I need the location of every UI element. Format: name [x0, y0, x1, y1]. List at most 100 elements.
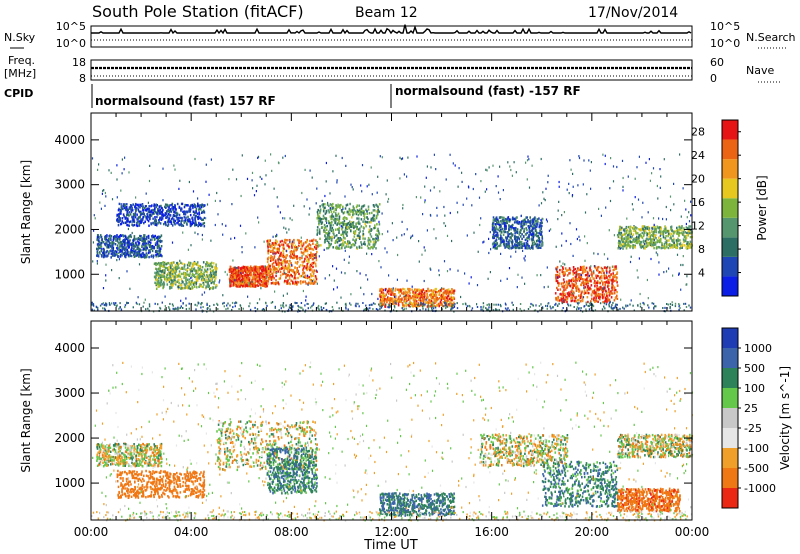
echo-cell [613, 279, 616, 283]
echo-cell [183, 272, 186, 276]
echo-cell [305, 246, 308, 249]
echo-cell [539, 229, 541, 233]
echo-cell [596, 267, 599, 271]
echo-cell [178, 281, 180, 285]
echo-cell [541, 218, 544, 221]
echo-cell [441, 304, 444, 308]
echo-cell [585, 283, 588, 286]
echo-cell [121, 207, 124, 210]
echo-cell [358, 209, 360, 213]
echo-cell [299, 264, 302, 267]
echo-cell [259, 267, 262, 270]
echo-cell [583, 289, 586, 293]
echo-cell [495, 219, 498, 223]
echo-cell [155, 267, 157, 270]
echo-cell [98, 246, 100, 250]
echo-cell [131, 218, 134, 221]
echo-cell [578, 290, 580, 293]
echo-cell [562, 266, 564, 269]
echo-cell [536, 220, 539, 223]
echo-cell [252, 275, 255, 278]
echo-cell [354, 239, 356, 243]
echo-cell [363, 214, 365, 217]
echo-cell [127, 219, 129, 222]
echo-cell [561, 269, 564, 272]
echo-cell [293, 250, 295, 253]
echo-cell [161, 254, 163, 258]
echo-cell [339, 243, 341, 247]
echo-cell [121, 251, 124, 254]
echo-cell [575, 295, 578, 299]
echo-cell [360, 210, 362, 213]
echo-cell [234, 268, 236, 271]
echo-cell [166, 266, 169, 270]
echo-cell [617, 242, 620, 245]
echo-cell [305, 265, 308, 268]
echo-cell [616, 290, 618, 294]
echo-cell [110, 242, 112, 245]
echo-cell [230, 280, 233, 283]
echo-cell [161, 213, 163, 217]
echo-cell [341, 244, 343, 248]
echo-cell [180, 222, 182, 226]
echo-cell [117, 235, 119, 239]
echo-cell [145, 242, 148, 246]
echo-cell [264, 272, 267, 275]
echo-cell [273, 270, 275, 274]
echo-cell [110, 252, 113, 255]
echo-cell [278, 277, 281, 281]
echo-cell [174, 273, 177, 276]
echo-cell [193, 260, 196, 264]
echo-cell [166, 268, 169, 271]
echo-cell [200, 273, 203, 276]
echo-cell [185, 277, 187, 280]
echo-cell [313, 269, 315, 272]
echo-cell [187, 286, 190, 290]
echo-cell [185, 286, 188, 289]
echo-cell [230, 275, 233, 279]
echo-cell [378, 223, 381, 226]
echo-cell [167, 224, 169, 227]
echo-cell [126, 248, 129, 252]
echo-cell [364, 243, 366, 246]
echo-cell [357, 236, 360, 239]
echo-cell [433, 294, 435, 297]
echo-cell [279, 277, 282, 280]
echo-cell [106, 244, 109, 247]
echo-cell [342, 223, 345, 226]
echo-cell [116, 218, 118, 222]
echo-cell [517, 222, 520, 225]
echo-cell [153, 246, 155, 249]
echo-cell [123, 215, 125, 218]
echo-cell [534, 242, 536, 245]
echo-cell [180, 261, 182, 265]
echo-cell [141, 252, 144, 255]
echo-cell [304, 257, 306, 261]
echo-cell [265, 285, 267, 288]
echo-cell [201, 218, 203, 221]
echo-cell [181, 216, 183, 220]
echo-cell [192, 262, 194, 265]
echo-cell [120, 207, 123, 210]
echo-cell [535, 240, 538, 243]
echo-cell [99, 245, 101, 248]
echo-cell [291, 244, 293, 248]
echo-cell [558, 275, 561, 278]
echo-cell [278, 256, 280, 259]
echo-cell [507, 233, 509, 236]
echo-cell [205, 275, 207, 278]
echo-cell [119, 255, 122, 258]
echo-cell [612, 272, 614, 275]
echo-cell [354, 209, 357, 213]
echo-cell [194, 217, 196, 220]
echo-cell [508, 218, 511, 221]
echo-cell [334, 235, 336, 238]
echo-cell [198, 206, 201, 209]
echo-cell [572, 286, 574, 290]
echo-cell [199, 274, 202, 278]
echo-cell [290, 273, 292, 277]
echo-cell [248, 277, 251, 280]
echo-cell [111, 242, 113, 245]
echo-cell [310, 275, 313, 278]
echo-cell [331, 214, 333, 217]
